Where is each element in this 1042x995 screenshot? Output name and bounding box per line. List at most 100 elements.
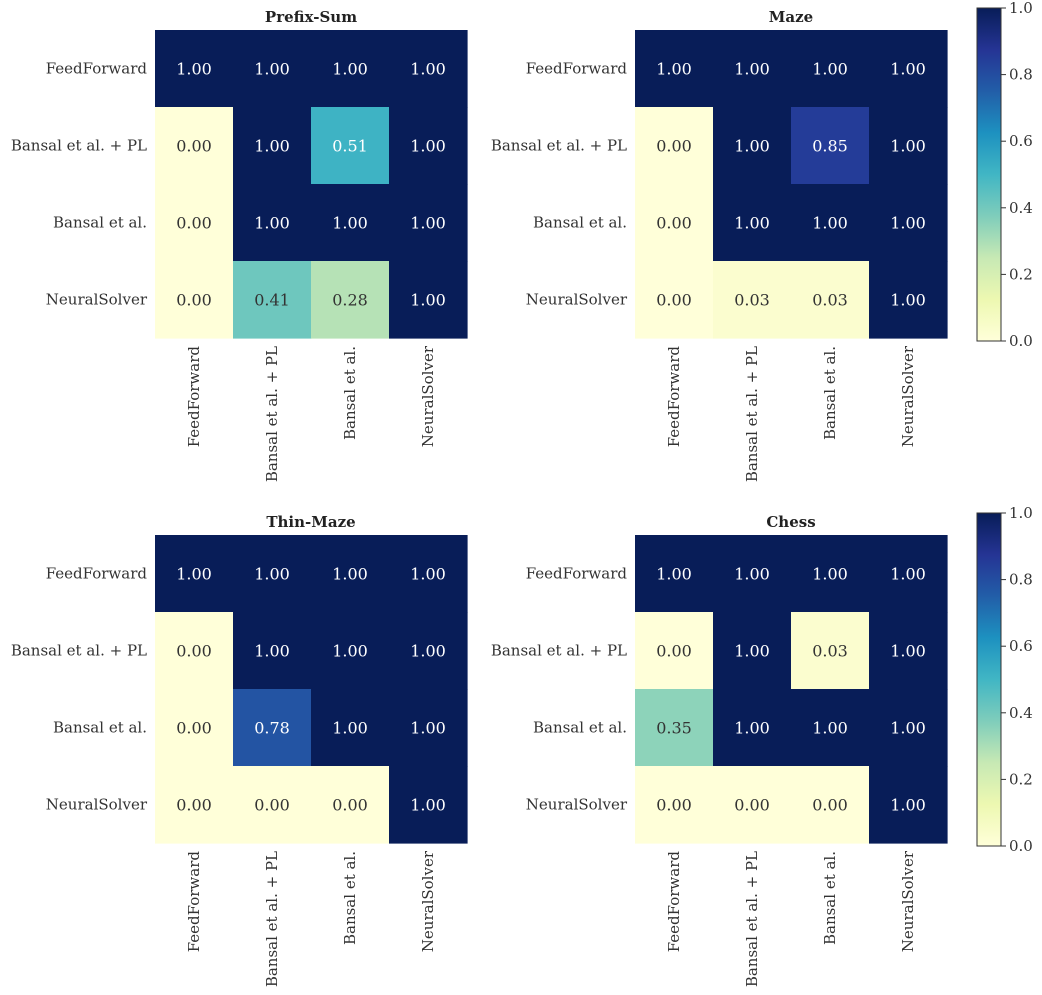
prefix-sum-cell (155, 30, 234, 108)
chess-cell (635, 689, 714, 767)
colorbar-tick-label: 0.4 (1009, 704, 1033, 722)
prefix-sum-cell (155, 184, 234, 262)
chess-cell-label: 0.03 (812, 642, 848, 661)
thin-maze-row-label: Bansal et al. + PL (11, 642, 147, 660)
maze-cell-label: 1.00 (734, 60, 770, 79)
prefix-sum-row-label: Bansal et al. + PL (11, 137, 147, 155)
thin-maze-cell (311, 612, 390, 690)
prefix-sum-cell (389, 30, 468, 108)
prefix-sum-cell-label: 0.51 (332, 137, 368, 156)
maze-cell (635, 30, 714, 108)
prefix-sum-cell (233, 107, 312, 185)
maze-cell-label: 1.00 (890, 214, 926, 233)
thin-maze-col-label: NeuralSolver (419, 850, 437, 952)
chess-cell-label: 1.00 (812, 719, 848, 738)
colorbar-tick-label: 0.8 (1009, 571, 1033, 589)
maze-row-label: Bansal et al. (533, 214, 627, 232)
prefix-sum-cell (155, 107, 234, 185)
thin-maze-row-label: NeuralSolver (46, 796, 148, 814)
colorbar-tick-label: 0.0 (1009, 332, 1033, 350)
prefix-sum-cell-label: 0.41 (254, 291, 290, 310)
thin-maze-cell-label: 1.00 (332, 719, 368, 738)
prefix-sum-cell-label: 1.00 (410, 137, 446, 156)
prefix-sum-cell-label: 1.00 (410, 214, 446, 233)
prefix-sum-col-label: Bansal et al. (341, 346, 359, 440)
chess-cell-label: 0.00 (812, 796, 848, 815)
maze-cell (791, 184, 870, 262)
maze-cell (635, 184, 714, 262)
thin-maze-col-label: Bansal et al. + PL (263, 851, 281, 987)
thin-maze-col-label: Bansal et al. (341, 851, 359, 945)
thin-maze-col-label: FeedForward (185, 851, 203, 953)
maze-cell-label: 1.00 (812, 60, 848, 79)
prefix-sum-cell (233, 261, 312, 339)
chess-cell-label: 1.00 (890, 565, 926, 584)
prefix-sum-row-label: NeuralSolver (46, 291, 148, 309)
prefix-sum-col-label: NeuralSolver (419, 345, 437, 447)
chess-title: Chess (766, 513, 815, 531)
maze-col-label: Bansal et al. (821, 346, 839, 440)
chess-col-label: Bansal et al. (821, 851, 839, 945)
prefix-sum-cell-label: 1.00 (332, 60, 368, 79)
prefix-sum-title: Prefix-Sum (265, 8, 357, 26)
chess-row-label: FeedForward (526, 565, 628, 583)
thin-maze-cell-label: 1.00 (332, 642, 368, 661)
thin-maze-cell (233, 612, 312, 690)
chess-cell-label: 0.35 (656, 719, 692, 738)
thin-maze-cell (155, 689, 234, 767)
prefix-sum-cell (389, 184, 468, 262)
prefix-sum-cell (311, 30, 390, 108)
maze-col-label: Bansal et al. + PL (743, 346, 761, 482)
thin-maze-cell (155, 766, 234, 844)
thin-maze-cell (233, 535, 312, 613)
prefix-sum-cell (155, 261, 234, 339)
chess-cell-label: 1.00 (812, 565, 848, 584)
maze-cell (869, 107, 948, 185)
colorbar-tick-label: 1.0 (1009, 504, 1033, 522)
thin-maze-cell (233, 689, 312, 767)
colorbar-tick-label: 0.2 (1009, 770, 1033, 788)
maze-cell-label: 1.00 (812, 214, 848, 233)
prefix-sum-cell (233, 184, 312, 262)
prefix-sum-cell-label: 1.00 (254, 137, 290, 156)
prefix-sum-cell-label: 0.00 (176, 214, 212, 233)
chess-cell-label: 1.00 (734, 642, 770, 661)
maze-cell (869, 30, 948, 108)
colorbar (976, 512, 1002, 847)
maze-cell (635, 107, 714, 185)
prefix-sum-cell-label: 1.00 (254, 214, 290, 233)
prefix-sum-cell-label: 1.00 (176, 60, 212, 79)
prefix-sum-cell-label: 0.00 (176, 291, 212, 310)
prefix-sum-cell (389, 261, 468, 339)
chess-row-label: Bansal et al. (533, 719, 627, 737)
chess-cell-label: 1.00 (890, 796, 926, 815)
thin-maze-cell-label: 0.00 (176, 719, 212, 738)
thin-maze-cell-label: 1.00 (332, 565, 368, 584)
chess-cell-label: 1.00 (734, 565, 770, 584)
chess-cell (713, 535, 792, 613)
prefix-sum-cell-label: 1.00 (332, 214, 368, 233)
chess-cell (869, 689, 948, 767)
chess-row-label: NeuralSolver (526, 796, 628, 814)
maze-cell-label: 1.00 (890, 291, 926, 310)
colorbar-tick-label: 0.4 (1009, 199, 1033, 217)
maze-row-label: NeuralSolver (526, 291, 628, 309)
chess-cell-label: 1.00 (656, 565, 692, 584)
chess-row-label: Bansal et al. + PL (491, 642, 627, 660)
thin-maze-cell-label: 0.00 (254, 796, 290, 815)
thin-maze-row-label: FeedForward (46, 565, 148, 583)
thin-maze-cell (233, 766, 312, 844)
thin-maze-cell-label: 1.00 (410, 565, 446, 584)
maze-cell (791, 107, 870, 185)
chess-cell (869, 535, 948, 613)
maze-cell (869, 261, 948, 339)
thin-maze-cell (311, 689, 390, 767)
chess-cell-label: 0.00 (734, 796, 770, 815)
maze-cell (713, 184, 792, 262)
chess-cell-label: 1.00 (890, 719, 926, 738)
chess-cell-label: 1.00 (734, 719, 770, 738)
chess-cell (869, 612, 948, 690)
thin-maze-cell-label: 0.00 (176, 796, 212, 815)
thin-maze-cell (389, 766, 468, 844)
thin-maze-cell (155, 612, 234, 690)
